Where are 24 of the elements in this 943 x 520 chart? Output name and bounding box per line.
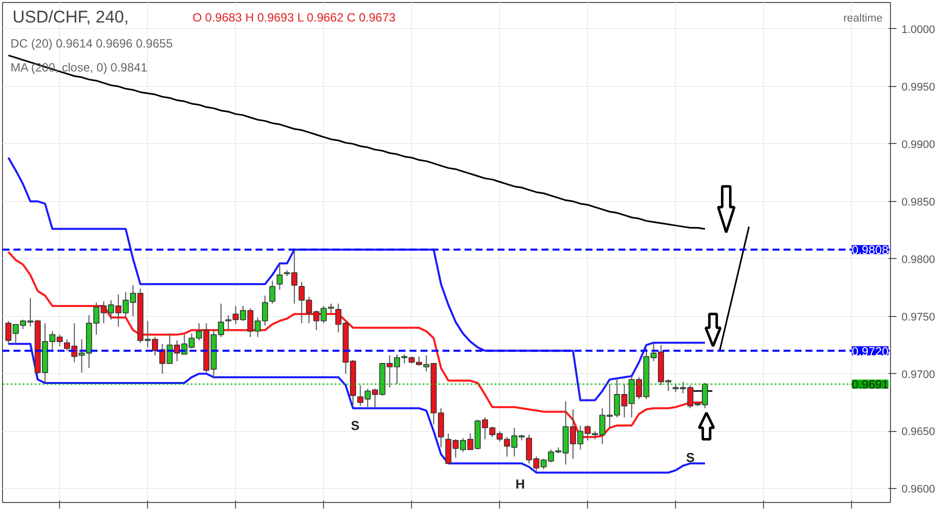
y-tick-label: 0.9650 [902,426,936,438]
annotation: realtime [843,12,882,24]
ref-line-label: 0.9720 [852,344,889,358]
candlestick [276,264,283,290]
y-tick-label: 0.9800 [902,254,936,266]
y-tick-label: 0.9900 [902,138,936,151]
annotation: DC (20) 0.9614 0.9696 0.9655 [10,36,173,50]
y-tick-label: 1.0000 [902,24,936,36]
y-tick-label: 0.9950 [902,81,936,94]
ref-line-label: 0.9691 [852,378,889,392]
chart-title: USD/CHF, 240, [12,8,129,26]
candlestick [269,280,276,304]
line-series [8,54,706,230]
y-tick-label: 0.9750 [902,311,936,324]
line-series [718,226,750,352]
y-tick-label: 0.9600 [902,484,936,496]
annotation: O 0.9683 H 0.9693 L 0.9662 C 0.9673 [192,10,396,24]
y-tick-label: 0.9850 [902,196,936,208]
annotation: S [686,450,695,466]
y-tick-label: 0.9700 [902,368,936,381]
annotation: H [516,476,525,492]
annotation: S [350,418,360,433]
line-series [7,342,706,474]
ref-line-label: 0.9808 [852,243,889,258]
